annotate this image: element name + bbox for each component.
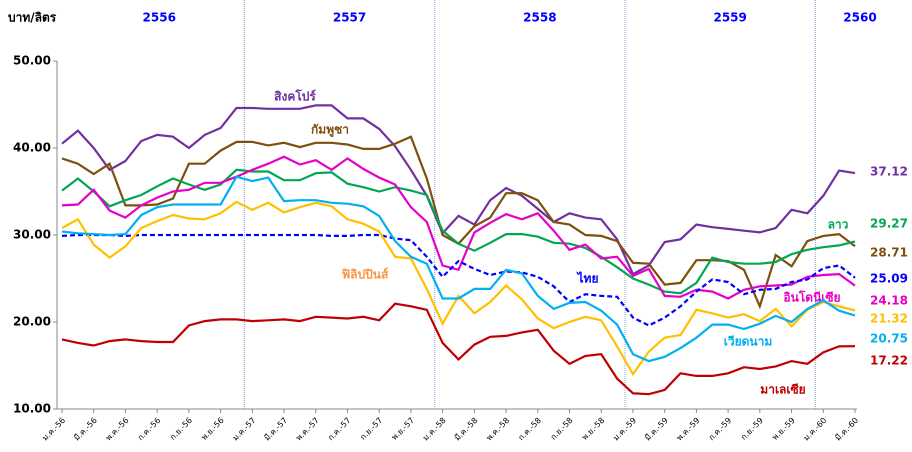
x-tick-label: พ.ย.-57 [390,416,416,442]
y-tick-label: 50.00 [13,54,51,68]
series-line [61,168,856,295]
end-value-label: 28.71 [870,246,908,260]
end-value-label: 29.27 [870,217,908,231]
x-tick-label: มี.ค.-59 [643,416,670,443]
x-tick-label: พ.ค.-58 [485,416,512,443]
x-tick-label: ก.ค.-59 [707,416,733,442]
x-tick-label: พ.ย.-58 [580,416,606,442]
x-tick-label: พ.ย.-56 [200,416,226,442]
x-tick-label: พ.ค.-57 [294,416,321,443]
series-name: มาเลเซีย [760,383,805,397]
x-tick-label: ก.ย.-56 [168,416,194,442]
x-tick-label: ม.ค.-58 [421,416,448,443]
year-label: 2559 [713,11,746,25]
x-tick-label: ก.ย.-59 [739,416,765,442]
series-line [61,302,856,396]
end-value-label: 24.18 [870,294,908,308]
x-tick-label: มี.ค.-58 [453,416,480,443]
year-label: 2556 [143,11,176,25]
end-value-label: 37.12 [870,165,908,179]
series-name: เวียดนาม [724,335,773,349]
y-tick-label: 10.00 [13,402,51,416]
end-value-label: 25.09 [870,272,908,286]
year-label: 2557 [333,11,366,25]
series-name: ลาว [828,218,849,232]
x-tick-label: พ.ค.-59 [675,416,702,443]
x-tick-label: ก.ย.-57 [358,416,384,442]
series-name: สิงคโปร์ [274,89,316,104]
end-value-label: 21.32 [870,312,908,326]
x-tick-label: ม.ค.-59 [611,416,638,443]
series-line [61,104,856,276]
x-tick-label: ม.ค.-56 [40,416,67,443]
year-label: 2558 [523,11,556,25]
y-tick-label: 30.00 [13,228,51,242]
series-name: ไทย [576,271,599,286]
x-tick-label: พ.ย.-59 [770,416,796,442]
x-tick-label: ก.ย.-58 [549,416,575,442]
end-value-label: 20.75 [870,332,908,346]
x-tick-label: พ.ค.-56 [104,416,131,443]
x-tick-label: ม.ค.-60 [802,416,829,443]
y-axis-label: บาท/ลิตร [8,11,57,25]
x-tick-label: ก.ค.-56 [136,416,162,442]
series-line [61,233,856,327]
x-tick-label: ก.ค.-58 [517,416,543,442]
x-tick-label: มี.ค.-56 [72,416,99,443]
series-line [61,135,856,310]
x-tick-label: มี.ค.-57 [263,416,290,443]
series-line [61,175,856,363]
series-name: กัมพูชา [311,123,349,138]
x-tick-label: ก.ค.-57 [326,416,352,442]
x-tick-label: ม.ค.-57 [231,416,258,443]
series-name: ฟิลิปปินส์ [342,268,389,282]
series-name: อินโดนีเซีย [783,290,840,305]
end-value-label: 17.22 [870,354,908,368]
x-tick-label: มี.ค.-60 [833,416,860,443]
series-line [61,200,856,377]
y-tick-label: 20.00 [13,315,51,329]
series-line [61,155,856,300]
y-tick-label: 40.00 [13,141,51,155]
year-label: 2560 [843,11,876,25]
